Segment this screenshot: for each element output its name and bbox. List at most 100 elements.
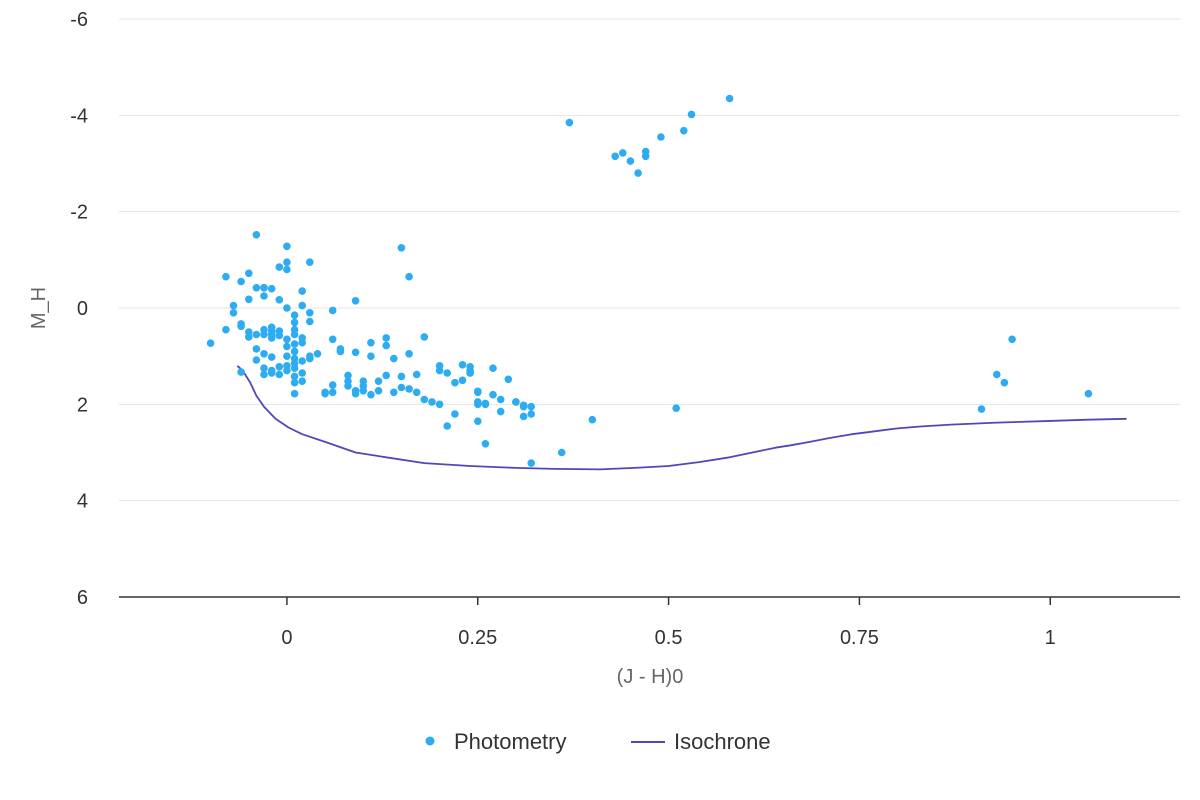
photometry-point[interactable] xyxy=(290,364,299,373)
photometry-point[interactable] xyxy=(245,269,253,278)
photometry-point[interactable] xyxy=(260,364,268,373)
photometry-point[interactable] xyxy=(290,372,299,381)
photometry-point[interactable] xyxy=(611,152,619,161)
photometry-point[interactable] xyxy=(367,390,375,399)
photometry-point[interactable] xyxy=(634,169,642,177)
photometry-point[interactable] xyxy=(298,301,307,310)
photometry-point[interactable] xyxy=(405,350,413,358)
photometry-point[interactable] xyxy=(451,410,459,418)
photometry-point[interactable] xyxy=(481,440,490,448)
photometry-point[interactable] xyxy=(626,157,635,165)
photometry-point[interactable] xyxy=(474,387,482,396)
photometry-point[interactable] xyxy=(412,388,421,397)
photometry-point[interactable] xyxy=(237,322,245,331)
photometry-point[interactable] xyxy=(687,110,696,119)
photometry-point[interactable] xyxy=(367,338,375,347)
photometry-point[interactable] xyxy=(298,287,307,295)
photometry-point[interactable] xyxy=(229,309,238,317)
photometry-point[interactable] xyxy=(306,258,314,267)
photometry-point[interactable] xyxy=(306,309,314,317)
photometry-point[interactable] xyxy=(351,348,360,357)
photometry-point[interactable] xyxy=(466,369,474,377)
photometry-point[interactable] xyxy=(435,362,444,370)
photometry-point[interactable] xyxy=(275,263,284,271)
photometry-point[interactable] xyxy=(527,410,535,418)
photometry-point[interactable] xyxy=(557,448,566,457)
photometry-point[interactable] xyxy=(351,389,360,398)
photometry-point[interactable] xyxy=(397,383,406,392)
photometry-point[interactable] xyxy=(481,400,490,409)
photometry-point[interactable] xyxy=(496,395,505,404)
photometry-point[interactable] xyxy=(504,375,513,384)
photometry-point[interactable] xyxy=(359,387,368,395)
photometry-point[interactable] xyxy=(313,350,322,358)
photometry-point[interactable] xyxy=(260,370,268,379)
photometry-point[interactable] xyxy=(527,402,535,411)
photometry-point[interactable] xyxy=(321,389,329,398)
photometry-point[interactable] xyxy=(283,342,291,351)
photometry-point[interactable] xyxy=(298,369,307,377)
photometry-point[interactable] xyxy=(267,284,276,293)
legend-item-photometry[interactable]: Photometry xyxy=(425,729,567,754)
photometry-point[interactable] xyxy=(397,244,406,252)
photometry-point[interactable] xyxy=(443,422,452,430)
photometry-point[interactable] xyxy=(451,378,459,387)
photometry-point[interactable] xyxy=(290,311,299,320)
photometry-point[interactable] xyxy=(1084,389,1093,398)
photometry-point[interactable] xyxy=(519,412,528,421)
photometry-point[interactable] xyxy=(206,339,215,348)
photometry-point[interactable] xyxy=(260,350,268,358)
photometry-point[interactable] xyxy=(306,352,314,361)
photometry-point[interactable] xyxy=(328,381,337,389)
photometry-point[interactable] xyxy=(267,323,276,332)
photometry-point[interactable] xyxy=(290,330,299,339)
photometry-point[interactable] xyxy=(267,330,276,339)
photometry-point[interactable] xyxy=(680,126,688,135)
photometry-point[interactable] xyxy=(474,417,482,426)
photometry-point[interactable] xyxy=(344,371,352,380)
photometry-point[interactable] xyxy=(260,284,268,292)
photometry-point[interactable] xyxy=(458,376,467,385)
photometry-point[interactable] xyxy=(1008,335,1016,344)
photometry-point[interactable] xyxy=(977,405,986,413)
photometry-point[interactable] xyxy=(290,347,299,356)
photometry-point[interactable] xyxy=(306,317,314,326)
photometry-point[interactable] xyxy=(420,333,429,341)
photometry-point[interactable] xyxy=(405,272,413,281)
photometry-point[interactable] xyxy=(275,296,284,304)
photometry-point[interactable] xyxy=(527,459,535,467)
photometry-point[interactable] xyxy=(283,335,291,344)
photometry-point[interactable] xyxy=(252,356,261,364)
photometry-point[interactable] xyxy=(390,388,398,397)
legend-item-isochrone[interactable]: Isochrone xyxy=(631,729,771,754)
photometry-point[interactable] xyxy=(725,94,734,103)
photometry-point[interactable] xyxy=(229,301,238,310)
photometry-point[interactable] xyxy=(336,347,345,356)
photometry-point[interactable] xyxy=(344,382,352,390)
photometry-point[interactable] xyxy=(489,364,497,373)
photometry-point[interactable] xyxy=(283,242,291,251)
photometry-point[interactable] xyxy=(283,352,291,361)
photometry-point[interactable] xyxy=(245,295,253,304)
photometry-point[interactable] xyxy=(993,370,1001,379)
photometry-point[interactable] xyxy=(435,400,444,409)
photometry-point[interactable] xyxy=(420,395,429,404)
photometry-point[interactable] xyxy=(641,152,650,161)
photometry-point[interactable] xyxy=(283,265,291,274)
photometry-point[interactable] xyxy=(237,277,245,286)
photometry-point[interactable] xyxy=(565,118,574,127)
photometry-point[interactable] xyxy=(252,231,261,239)
photometry-point[interactable] xyxy=(283,366,291,375)
photometry-point[interactable] xyxy=(245,333,253,341)
photometry-point[interactable] xyxy=(672,404,680,413)
photometry-point[interactable] xyxy=(382,334,391,342)
photometry-point[interactable] xyxy=(290,378,299,387)
photometry-point[interactable] xyxy=(397,372,406,381)
photometry-point[interactable] xyxy=(275,331,284,340)
photometry-point[interactable] xyxy=(298,357,307,365)
photometry-point[interactable] xyxy=(489,390,497,399)
photometry-point[interactable] xyxy=(405,385,413,393)
photometry-point[interactable] xyxy=(252,330,261,339)
photometry-point[interactable] xyxy=(328,306,337,315)
photometry-point[interactable] xyxy=(428,398,436,406)
